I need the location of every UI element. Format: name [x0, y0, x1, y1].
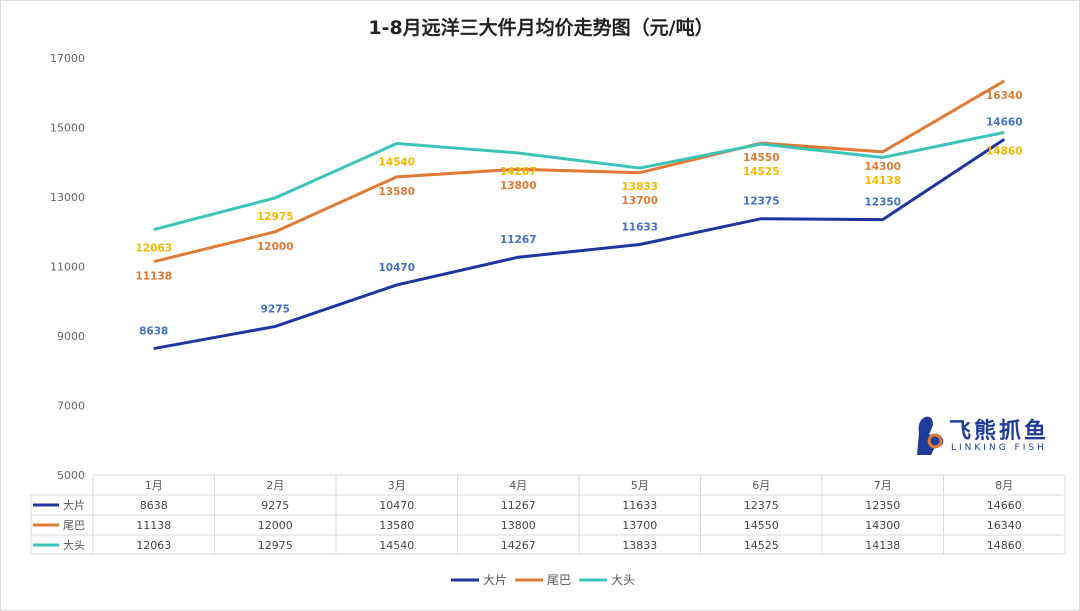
- table-cell: 13580: [379, 519, 414, 532]
- data-label: 12000: [257, 241, 294, 253]
- table-cell: 11138: [136, 519, 171, 532]
- data-label: 13800: [500, 180, 537, 192]
- data-label: 11633: [621, 222, 658, 234]
- table-series-name: 尾巴: [63, 519, 85, 532]
- data-label: 11267: [500, 234, 537, 246]
- data-label: 14660: [986, 116, 1023, 128]
- x-tick-label: 2月: [266, 479, 284, 492]
- data-label: 13700: [621, 195, 658, 207]
- table-cell: 14267: [501, 539, 536, 552]
- data-label: 12375: [743, 196, 780, 208]
- data-label: 13580: [378, 186, 415, 198]
- table-cell: 11267: [501, 499, 536, 512]
- y-tick-label: 15000: [50, 122, 85, 135]
- data-label: 10470: [378, 262, 415, 274]
- data-label: 14267: [500, 166, 537, 178]
- data-label: 11138: [135, 271, 172, 283]
- x-tick-label: 5月: [631, 479, 649, 492]
- chart-title: 1-8月远洋三大件月均价走势图（元/吨）: [368, 17, 714, 39]
- data-label: 14300: [864, 161, 901, 173]
- table-cell: 12063: [136, 539, 171, 552]
- legend-label: 大片: [483, 573, 507, 587]
- data-label: 14550: [743, 152, 780, 164]
- table-cell: 8638: [140, 499, 168, 512]
- table-cell: 12975: [258, 539, 293, 552]
- data-label: 14138: [864, 175, 901, 187]
- y-tick-label: 9000: [57, 330, 85, 343]
- table-cell: 13833: [622, 539, 657, 552]
- table-cell: 14540: [379, 539, 414, 552]
- x-tick-label: 1月: [145, 479, 163, 492]
- y-tick-label: 5000: [57, 469, 85, 482]
- series-line-尾巴: [153, 79, 1006, 264]
- y-tick-label: 13000: [50, 191, 85, 204]
- data-label: 16340: [986, 90, 1023, 102]
- table-cell: 13800: [501, 519, 536, 532]
- logo: 飞熊抓鱼 LINKING FISH: [909, 413, 1059, 458]
- x-tick-label: 6月: [752, 479, 770, 492]
- x-tick-label: 4月: [509, 479, 527, 492]
- table-cell: 11633: [622, 499, 657, 512]
- legend-label: 大头: [611, 573, 635, 587]
- table-cell: 14860: [987, 539, 1022, 552]
- data-label: 14525: [743, 166, 780, 178]
- y-tick-label: 7000: [57, 400, 85, 413]
- table-cell: 12375: [744, 499, 779, 512]
- table-cell: 12000: [258, 519, 293, 532]
- logo-text: 飞熊抓鱼: [949, 418, 1050, 444]
- table-series-name: 大头: [63, 538, 85, 552]
- table-cell: 14660: [987, 499, 1022, 512]
- data-label: 12063: [135, 243, 172, 255]
- x-tick-label: 7月: [874, 479, 892, 492]
- series-line-大片: [153, 138, 1006, 351]
- table-cell: 14138: [865, 539, 900, 552]
- x-tick-label: 8月: [995, 479, 1013, 492]
- data-label: 14860: [986, 145, 1023, 157]
- data-label: 12350: [864, 197, 901, 209]
- table-cell: 10470: [379, 499, 414, 512]
- table-cell: 16340: [987, 519, 1022, 532]
- series-line-大头: [153, 130, 1005, 232]
- legend-label: 尾巴: [547, 573, 571, 587]
- x-tick-label: 3月: [388, 479, 406, 492]
- table-cell: 14300: [865, 519, 900, 532]
- table-cell: 14550: [744, 519, 779, 532]
- table-cell: 13700: [622, 519, 657, 532]
- y-tick-label: 17000: [50, 52, 85, 65]
- table-cell: 14525: [744, 539, 779, 552]
- table-cell: 12350: [865, 499, 900, 512]
- bear-logo-icon: [917, 416, 944, 455]
- table-cell: 9275: [261, 499, 289, 512]
- data-label: 14540: [378, 156, 415, 168]
- logo-subtext: LINKING FISH: [951, 443, 1047, 453]
- data-label: 9275: [261, 303, 290, 315]
- data-label: 12975: [257, 211, 294, 223]
- data-label: 8638: [139, 326, 168, 338]
- table-series-name: 大片: [63, 498, 85, 512]
- y-tick-label: 11000: [50, 261, 85, 274]
- data-label: 13833: [621, 181, 658, 193]
